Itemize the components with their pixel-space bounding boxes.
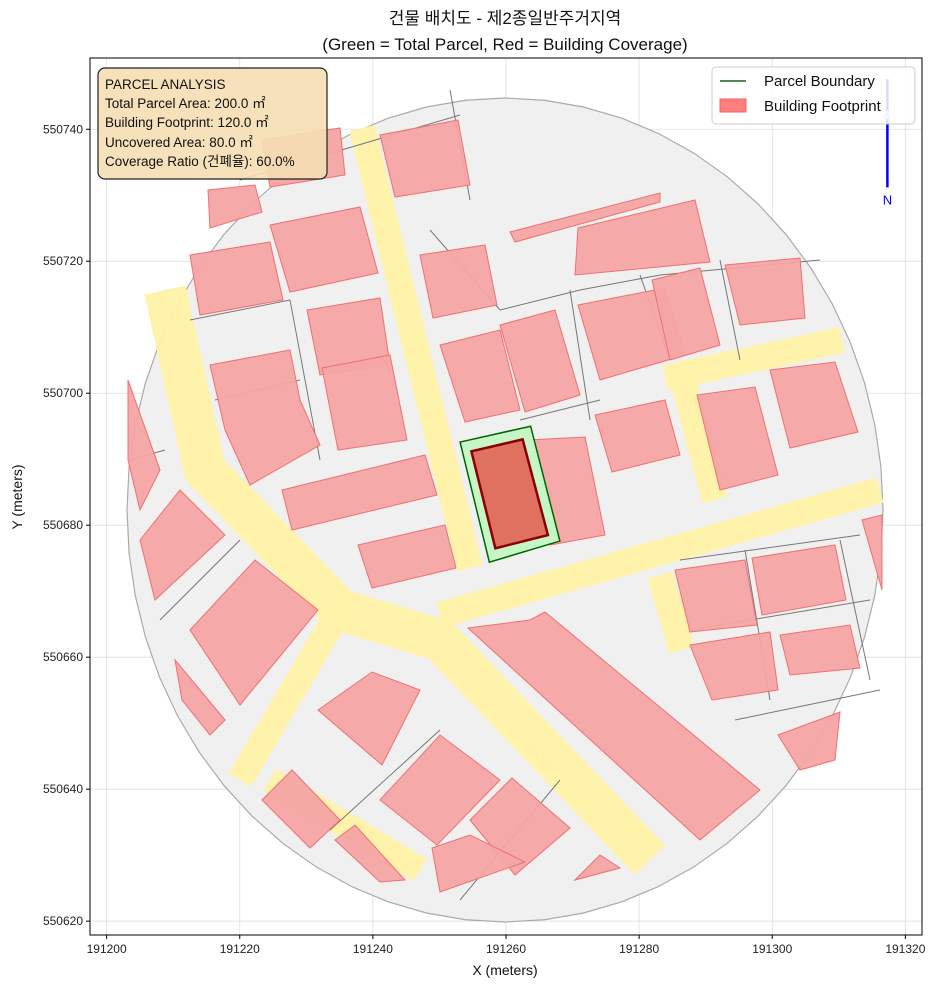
context-building xyxy=(724,257,806,326)
target-building xyxy=(469,437,550,550)
x-tick-label: 191260 xyxy=(486,942,526,956)
north-label: N xyxy=(883,192,892,207)
context-building xyxy=(861,514,883,591)
legend-parcel-boundary: Parcel Boundary xyxy=(764,73,875,90)
road xyxy=(333,589,666,875)
context-building xyxy=(379,734,501,846)
context-building xyxy=(207,184,263,229)
context-building xyxy=(431,834,527,893)
road xyxy=(228,603,352,787)
context-building xyxy=(696,386,779,491)
y-axis: 550620 550640 550660 550680 550700 550720 5507… xyxy=(43,122,90,928)
lot-line xyxy=(329,729,441,831)
y-tick-label: 550700 xyxy=(43,386,83,400)
context-building xyxy=(499,309,581,413)
y-tick-label: 550680 xyxy=(43,518,83,532)
context-building xyxy=(779,624,861,676)
x-tick-label: 191280 xyxy=(619,942,659,956)
context-building xyxy=(139,489,226,601)
lot-line xyxy=(734,689,881,721)
context-building xyxy=(281,454,438,531)
x-axis: 191200 191220 191240 191260 191280 191300 1913… xyxy=(87,935,926,956)
info-box-background xyxy=(97,67,328,180)
y-tick-label: 550660 xyxy=(43,650,83,664)
context-building xyxy=(769,361,859,449)
plot-area: N xyxy=(126,79,892,923)
context-building xyxy=(509,192,661,243)
legend-building-footprint: Building Footprint xyxy=(764,98,882,115)
legend-patch-swatch xyxy=(719,98,747,113)
road xyxy=(670,376,728,504)
lot-line xyxy=(679,534,861,561)
x-tick-label: 191300 xyxy=(752,942,792,956)
lot-line xyxy=(719,259,741,361)
y-tick-label: 550640 xyxy=(43,782,83,796)
context-building xyxy=(189,241,284,316)
context-building xyxy=(751,544,847,616)
x-axis-label: X (meters) xyxy=(472,962,537,978)
legend: Parcel Boundary Building Footprint xyxy=(711,66,916,125)
y-axis-label: Y (meters) xyxy=(9,464,25,529)
context-building xyxy=(574,199,711,276)
legend-frame xyxy=(711,66,916,125)
chart-title: 건물 배치도 - 제2종일반주거지역 xyxy=(389,9,622,28)
context-building xyxy=(439,329,521,423)
context-building xyxy=(357,524,457,589)
context-building xyxy=(689,631,779,701)
lot-line xyxy=(519,399,601,421)
road xyxy=(647,571,695,654)
context-building xyxy=(174,658,226,736)
lot-line xyxy=(189,299,291,321)
context-building xyxy=(594,399,681,473)
context-building xyxy=(209,349,321,486)
road xyxy=(144,285,356,625)
lot-line xyxy=(159,539,241,621)
context-building xyxy=(189,559,319,706)
context-building xyxy=(573,854,622,881)
context-building xyxy=(269,206,379,293)
chart-subtitle: (Green = Total Parcel, Red = Building Co… xyxy=(322,35,687,54)
x-tick-label: 191220 xyxy=(220,942,260,956)
context-building xyxy=(651,267,721,361)
info-building-footprint: Building Footprint: 120.0 ㎡ xyxy=(105,115,269,130)
context-building xyxy=(334,824,407,883)
x-tick-label: 191200 xyxy=(87,942,127,956)
context-building xyxy=(419,244,498,319)
y-tick-label: 550720 xyxy=(43,254,83,268)
info-coverage-ratio: Coverage Ratio (건폐율): 60.0% xyxy=(105,154,295,169)
info-uncovered-area: Uncovered Area: 80.0 ㎡ xyxy=(105,135,253,150)
y-tick-label: 550620 xyxy=(43,914,83,928)
road xyxy=(436,477,884,628)
context-building xyxy=(674,559,758,633)
x-tick-label: 191320 xyxy=(885,942,925,956)
x-tick-label: 191240 xyxy=(353,942,393,956)
info-heading: PARCEL ANALYSIS xyxy=(105,77,226,92)
lot-line xyxy=(839,539,871,681)
lot-line xyxy=(569,289,591,421)
context-building xyxy=(321,354,408,451)
context-building xyxy=(127,379,161,512)
context-building xyxy=(261,769,341,849)
context-building xyxy=(317,671,421,766)
context-building xyxy=(466,611,761,841)
info-box: PARCEL ANALYSIS Total Parcel Area: 200.0… xyxy=(97,67,328,180)
info-total-area: Total Parcel Area: 200.0 ㎡ xyxy=(105,96,266,111)
context-building xyxy=(379,119,471,198)
road xyxy=(349,124,483,572)
road xyxy=(662,327,845,391)
y-tick-label: 550740 xyxy=(43,122,83,136)
context-building xyxy=(777,711,841,771)
